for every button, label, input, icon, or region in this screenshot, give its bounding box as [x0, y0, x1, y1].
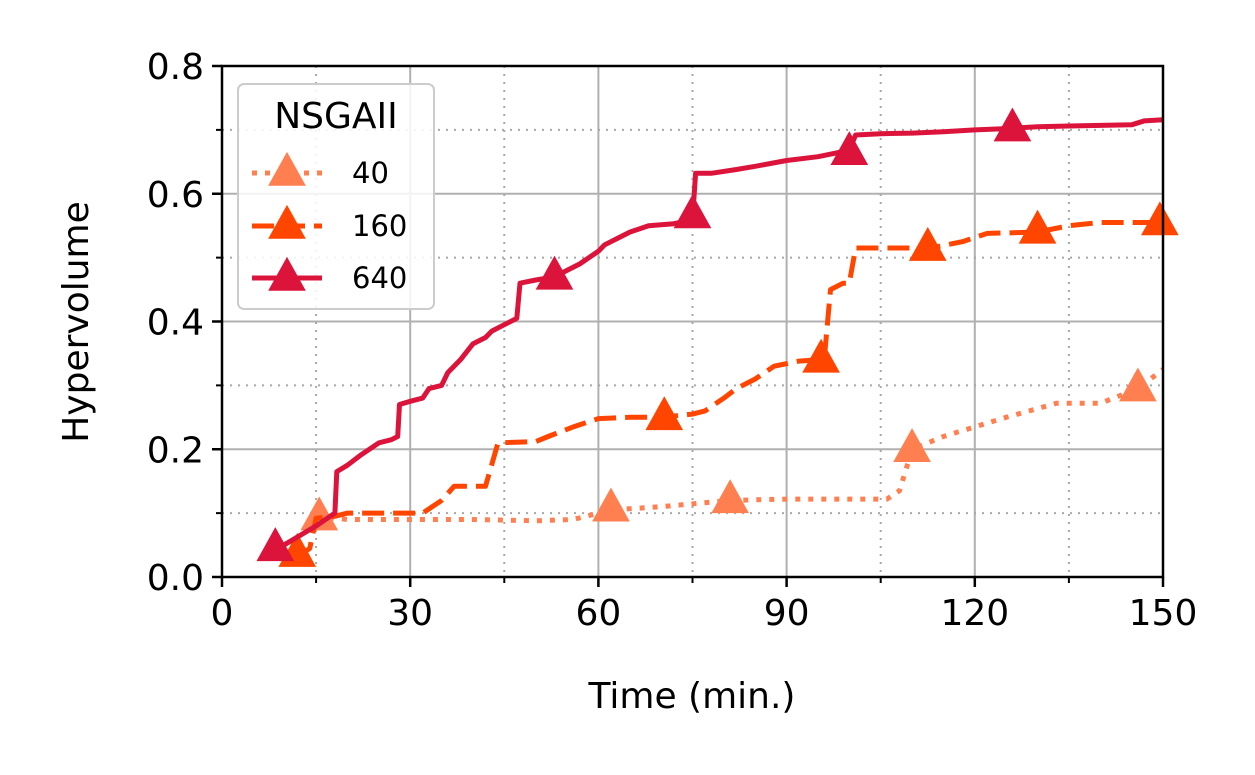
legend-label-640: 640: [352, 261, 407, 295]
legend-entry-40: 40: [252, 151, 389, 190]
series-40: [300, 367, 1165, 531]
x-tick-label: 0: [211, 593, 234, 634]
data-point-640: [256, 527, 295, 562]
x-axis-title: Time (min.): [588, 676, 796, 717]
x-tick-label: 90: [764, 593, 810, 634]
legend-title: NSGAII: [274, 96, 398, 137]
legend: NSGAII 40 160 640: [237, 83, 435, 310]
series-640: [256, 107, 1164, 562]
legend-marker-160: [268, 204, 306, 239]
y-tick-label: 0.4: [147, 303, 204, 344]
data-point-160: [802, 338, 840, 373]
y-tick-label: 0.6: [147, 175, 204, 216]
data-point-640: [830, 131, 869, 166]
axes-layer: 0 30 60 90 120 150 0.0 0.2 0.4 0.6 0.8: [147, 47, 1198, 634]
series-layer: [256, 107, 1179, 567]
data-point-160: [645, 396, 684, 431]
legend-marker-40: [268, 151, 306, 186]
data-point-40: [893, 428, 931, 463]
legend-entry-160: 160: [252, 204, 407, 243]
data-point-160: [1018, 209, 1057, 244]
series-line-40: [315, 367, 1165, 524]
y-axis-title: Hypervolume: [56, 201, 97, 443]
legend-box: [237, 83, 435, 310]
data-point-640: [535, 255, 574, 290]
y-tick-label: 0.0: [147, 558, 204, 599]
y-tick-label: 0.2: [147, 430, 204, 471]
data-point-640: [673, 194, 712, 229]
legend-entry-640: 640: [252, 256, 407, 295]
x-tick-label: 30: [387, 593, 433, 634]
x-tick-label: 120: [940, 593, 1009, 634]
data-point-160: [908, 226, 947, 261]
x-tick-label: 60: [575, 593, 621, 634]
data-point-640: [993, 107, 1032, 142]
x-tick-label: 150: [1129, 593, 1198, 634]
data-point-40: [300, 496, 339, 531]
legend-label-40: 40: [352, 156, 389, 190]
data-point-160: [1141, 201, 1179, 236]
legend-marker-640: [268, 256, 306, 291]
data-point-40: [711, 479, 749, 514]
data-point-40: [592, 487, 630, 522]
y-tick-label: 0.8: [147, 47, 204, 88]
legend-label-160: 160: [352, 209, 407, 243]
data-point-40: [1119, 367, 1157, 402]
series-line-640: [277, 117, 1164, 551]
